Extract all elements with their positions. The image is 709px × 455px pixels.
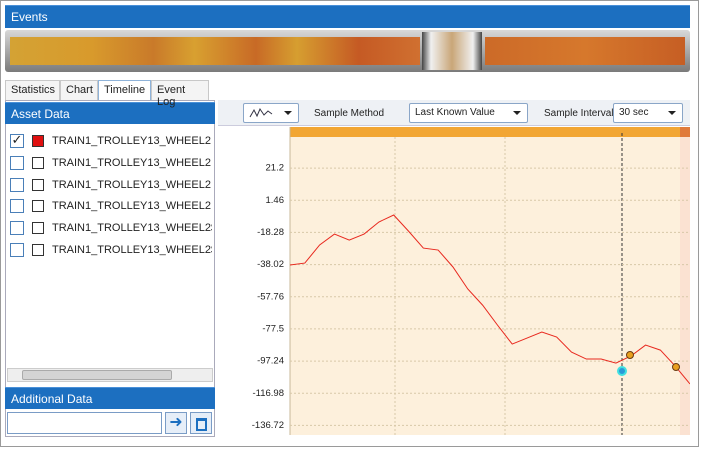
timeline-handle[interactable] [422,32,482,70]
y-tick-label: -97.24 [257,356,284,367]
asset-label: TRAIN1_TROLLEY13_WHEEL2$ [52,244,212,256]
checkbox[interactable] [10,155,24,170]
color-swatch [32,222,44,235]
asset-row[interactable]: ✓ TRAIN1_TROLLEY13_WHEEL2:T [10,132,212,150]
left-panel [5,100,215,437]
chart-type-dropdown[interactable] [243,103,299,123]
chart: 21.2 1.46 -18.28 -38.02 -57.76 -77.5 -97.24 -11… [252,127,690,435]
point-marker [672,363,680,371]
dropdown[interactable]: 30 sec [613,103,683,123]
tab[interactable]: Chart [60,80,98,100]
asset-row[interactable]: TRAIN1_TROLLEY13_WHEEL2:R [10,176,212,194]
y-tick-label: 1.46 [266,195,285,206]
chart-icon [249,107,273,118]
plot-area-shade [680,127,690,435]
color-swatch [32,178,44,191]
y-tick-label: -38.02 [257,259,284,270]
checkbox[interactable] [10,221,24,236]
asset-row[interactable]: TRAIN1_TROLLEY13_WHEEL2 [10,154,212,172]
text-input[interactable] [7,412,162,434]
checkbox[interactable] [10,243,24,257]
asset-label: TRAIN1_TROLLEY13_WHEEL2$ [52,222,212,235]
trash-icon [196,418,207,431]
y-tick-label: 21.2 [266,163,285,174]
asset-label: TRAIN1_TROLLEY13_WHEEL2:T [52,135,212,147]
panel-title: Additional Data [5,387,215,409]
tab[interactable]: Event Log [151,80,209,108]
color-swatch [32,244,44,256]
asset-row[interactable]: TRAIN1_TROLLEY13_WHEEL2:C [10,197,212,215]
y-tick-label: -57.76 [257,291,284,302]
y-tick-label: -136.72 [252,420,284,431]
delete-button[interactable] [190,412,212,434]
timeline-segment [10,37,420,65]
cursor-marker[interactable] [617,366,627,376]
color-swatch [32,200,44,213]
tab[interactable]: Statistics [5,80,60,100]
point-marker [626,351,634,359]
asset-label: TRAIN1_TROLLEY13_WHEEL2:R [52,178,212,191]
checkbox[interactable] [10,199,24,214]
asset-row[interactable]: TRAIN1_TROLLEY13_WHEEL2$ [10,219,212,237]
color-swatch [32,135,44,147]
checkbox[interactable] [10,177,24,192]
event-band [680,127,690,137]
add-button[interactable]: ➜ [165,412,187,434]
asset-label: TRAIN1_TROLLEY13_WHEEL2 [52,156,211,169]
tab[interactable]: Timeline [98,80,151,100]
color-swatch [32,156,44,169]
panel-title: Asset Data [5,102,215,124]
window-title: Events [5,5,690,28]
asset-row[interactable]: TRAIN1_TROLLEY13_WHEEL2$ [10,241,212,259]
event-band [290,127,680,137]
y-tick-label: -77.5 [262,323,284,334]
timeline-segment [485,37,685,65]
label: Sample Interval [544,108,614,119]
plot-area [290,127,690,435]
scrollbar[interactable] [7,368,213,382]
timeline-strip[interactable] [5,30,690,72]
y-tick-label: -116.98 [252,388,284,399]
scroll-thumb[interactable] [22,370,172,380]
line [289,214,690,385]
asset-label: TRAIN1_TROLLEY13_WHEEL2:C [52,200,212,213]
checkbox[interactable]: ✓ [10,132,24,148]
label: Sample Method [314,108,385,119]
dropdown[interactable]: Last Known Value [409,103,528,123]
y-tick-label: -18.28 [257,227,284,238]
